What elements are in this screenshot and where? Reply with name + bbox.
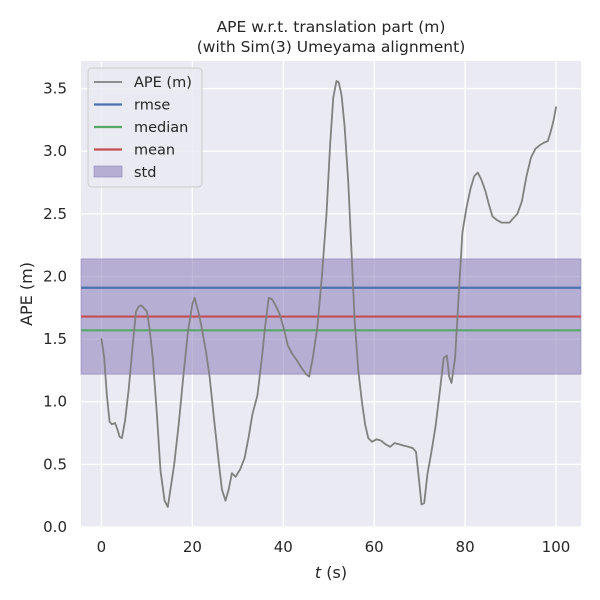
legend: APE (m) rmse median mean std (87, 67, 203, 188)
legend-label: median (134, 120, 188, 136)
y-axis-label: APE (m) (17, 262, 36, 326)
chart-title-line-2: (with Sim(3) Umeyama alignment) (197, 38, 466, 56)
y-tick-label: 1.0 (43, 393, 67, 411)
x-tick-label: 80 (456, 538, 475, 556)
chart-title-line-1: APE w.r.t. translation part (m) (217, 18, 446, 36)
ape-series-line (100, 80, 557, 508)
x-tick-label: 60 (365, 538, 384, 556)
x-axis-unit: (s) (321, 563, 347, 582)
x-tick-labels: 0 20 40 60 80 100 (97, 538, 571, 556)
legend-label: rmse (134, 98, 170, 114)
y-tick-label: 2.0 (43, 267, 67, 285)
legend-label: APE (m) (134, 75, 192, 91)
x-axis-variable: t (315, 563, 322, 582)
legend-label: std (134, 165, 156, 181)
x-axis-label: t (s) (315, 563, 347, 582)
statistic-lines (81, 286, 581, 332)
legend-swatch-std (93, 165, 123, 178)
x-tick-label: 20 (183, 538, 202, 556)
y-tick-label: 3.5 (43, 80, 67, 98)
legend-box (87, 67, 203, 188)
y-tick-label: 0.0 (43, 518, 67, 536)
y-tick-label: 0.5 (43, 455, 67, 473)
ape-series-layer (100, 80, 557, 508)
y-tick-label: 3.0 (43, 142, 67, 160)
x-tick-label: 40 (274, 538, 293, 556)
x-tick-label: 0 (97, 538, 107, 556)
x-tick-label: 100 (542, 538, 571, 556)
legend-label: mean (134, 143, 175, 159)
y-tick-label: 1.5 (43, 330, 67, 348)
y-tick-label: 2.5 (43, 205, 67, 223)
y-tick-labels: 0.0 0.5 1.0 1.5 2.0 2.5 3.0 3.5 (43, 80, 67, 536)
